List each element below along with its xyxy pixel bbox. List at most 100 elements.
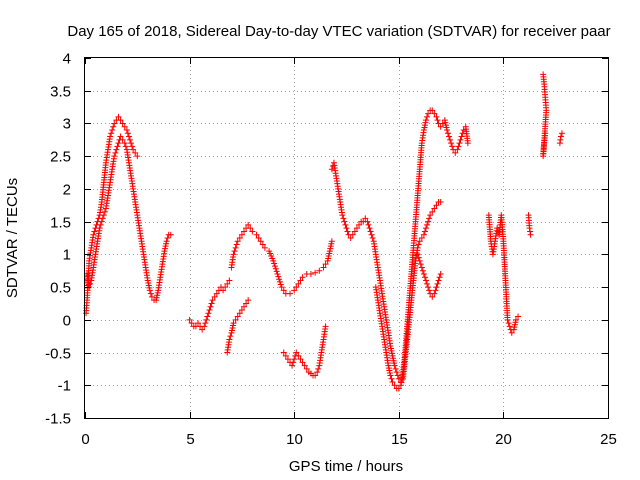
data-point — [422, 225, 429, 232]
data-point — [367, 228, 374, 235]
data-point — [232, 244, 239, 251]
data-point — [452, 149, 459, 156]
data-point — [163, 238, 170, 245]
data-point — [299, 274, 306, 281]
data-point — [342, 221, 349, 228]
data-point — [259, 241, 266, 248]
data-point — [457, 136, 464, 143]
data-point — [289, 362, 296, 369]
data-point — [312, 372, 319, 379]
data-points — [83, 71, 565, 392]
data-point — [301, 362, 308, 369]
data-point — [109, 127, 116, 133]
data-point — [322, 261, 329, 268]
data-point — [464, 140, 471, 147]
data-point — [328, 238, 335, 245]
y-tick-label: 1.5 — [50, 215, 71, 232]
data-point — [205, 310, 212, 317]
data-point — [432, 287, 439, 294]
data-point — [295, 352, 302, 359]
data-point — [433, 284, 440, 291]
data-point — [110, 123, 117, 130]
data-point — [418, 235, 425, 241]
data-point — [111, 153, 118, 160]
data-point — [113, 146, 120, 153]
data-point — [347, 235, 354, 241]
data-point — [297, 356, 304, 363]
data-point — [433, 113, 440, 120]
data-point — [119, 136, 126, 143]
data-point — [557, 136, 564, 143]
data-point — [422, 277, 429, 284]
data-point — [271, 260, 278, 267]
data-point — [146, 287, 153, 294]
data-point — [426, 287, 433, 294]
data-point — [455, 143, 462, 150]
data-point — [556, 140, 563, 147]
data-point — [433, 202, 440, 209]
y-tick-label: 1 — [63, 247, 71, 264]
data-point — [369, 235, 376, 241]
data-point — [437, 271, 444, 277]
data-point — [391, 362, 398, 369]
data-point — [303, 365, 310, 372]
data-point — [276, 276, 283, 283]
data-point — [240, 303, 247, 310]
data-point — [280, 287, 287, 294]
data-point — [366, 225, 373, 232]
data-point — [233, 241, 240, 248]
data-point — [427, 212, 434, 219]
data-point — [429, 107, 436, 114]
y-tick-label: 0.5 — [50, 280, 71, 297]
data-point — [429, 208, 436, 215]
data-point — [199, 326, 206, 333]
data-point — [458, 133, 465, 140]
data-point — [236, 235, 243, 241]
axis-ticks — [85, 58, 609, 419]
data-point — [253, 231, 260, 238]
data-point — [287, 290, 294, 297]
data-point — [387, 372, 394, 379]
y-tick-label: 0 — [63, 313, 71, 330]
data-point — [291, 356, 298, 363]
data-point — [437, 199, 444, 205]
data-point — [293, 349, 300, 356]
data-point — [456, 140, 463, 147]
data-point — [261, 244, 268, 251]
y-tick-label: 3.5 — [50, 84, 71, 101]
data-point — [437, 123, 444, 130]
data-point — [344, 228, 351, 235]
data-point — [365, 221, 372, 228]
data-point — [443, 127, 450, 133]
data-point — [291, 287, 298, 294]
x-tick-labels: 0 5 10 15 20 25 — [81, 431, 617, 448]
data-point — [100, 212, 107, 219]
data-point — [194, 320, 201, 327]
data-point — [429, 293, 436, 300]
data-point — [351, 228, 358, 235]
data-point — [431, 290, 438, 297]
data-point — [121, 123, 128, 130]
data-point — [236, 310, 243, 317]
data-point — [201, 323, 208, 330]
y-tick-label: 3 — [63, 116, 71, 133]
data-point — [232, 316, 239, 323]
data-point — [99, 215, 106, 222]
data-point — [121, 140, 128, 147]
data-point — [362, 215, 369, 222]
x-tick-label: 10 — [286, 431, 303, 448]
data-point — [436, 274, 443, 281]
data-point — [119, 120, 126, 127]
data-point — [454, 146, 461, 153]
x-tick-label: 5 — [186, 431, 194, 448]
chart-title: Day 165 of 2018, Sidereal Day-to-day VTE… — [67, 23, 610, 40]
data-point — [393, 369, 400, 376]
data-point — [447, 136, 454, 143]
data-point — [422, 117, 429, 124]
data-point — [314, 369, 321, 376]
x-tick-label: 0 — [81, 431, 89, 448]
data-point — [125, 133, 132, 140]
data-point — [341, 218, 348, 225]
data-point — [515, 313, 522, 320]
data-point — [111, 120, 118, 127]
